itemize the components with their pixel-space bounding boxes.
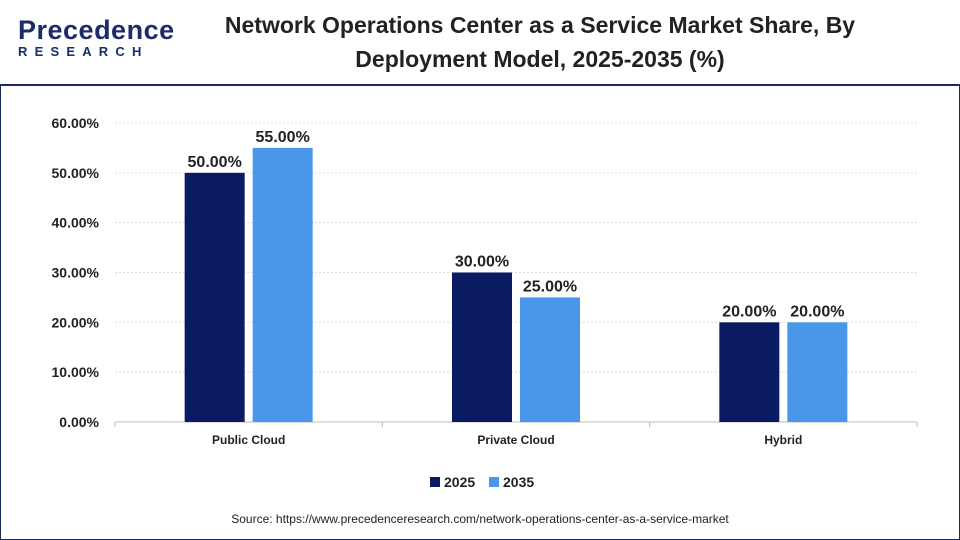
data-label: 20.00% [790,303,844,320]
y-tick-label: 60.00% [52,115,100,131]
x-tick-label: Hybrid [764,433,802,447]
header: Precedence RESEARCH Network Operations C… [0,0,960,86]
bar-2025-public-cloud [184,172,245,422]
chart-title-line-2: Deployment Model, 2025-2035 (%) [355,46,725,72]
x-tick-label: Public Cloud [212,433,285,447]
data-label: 50.00% [188,154,242,171]
logo-sub-text: RESEARCH [18,44,149,59]
data-label: 20.00% [722,303,776,320]
bar-2025-hybrid [719,322,780,422]
bar-2025-private-cloud [452,272,512,422]
bar-2035-hybrid [787,322,848,422]
bar-2035-private-cloud [520,297,580,422]
legend-swatch-2035 [489,477,499,487]
y-tick-label: 30.00% [52,265,100,281]
data-label: 25.00% [523,278,577,295]
y-tick-label: 20.00% [52,314,100,330]
y-tick-label: 40.00% [52,215,100,231]
legend-label: 2035 [503,474,534,490]
bar-chart: 0.00% 10.00% 20.00% 30.00% 40.00% 50.00% 60.00… [52,115,918,490]
y-tick-label: 10.00% [52,364,100,380]
y-tick-label: 50.00% [52,165,100,181]
x-tick-label: Private Cloud [477,433,554,447]
data-label: 30.00% [455,254,509,271]
legend-swatch-2025 [430,477,440,487]
data-label: 55.00% [256,129,310,146]
source-note: Source: https://www.precedenceresearch.c… [231,512,729,526]
bar-2035-public-cloud [252,147,313,422]
y-tick-label: 0.00% [59,414,99,430]
chart-title-line-1: Network Operations Center as a Service M… [224,12,856,38]
precedence-research-logo: Precedence RESEARCH [18,15,175,66]
chart-title: Network Operations Center as a Service M… [190,8,890,76]
logo-main-text: Precedence [18,15,175,45]
legend-label: 2025 [444,474,475,490]
